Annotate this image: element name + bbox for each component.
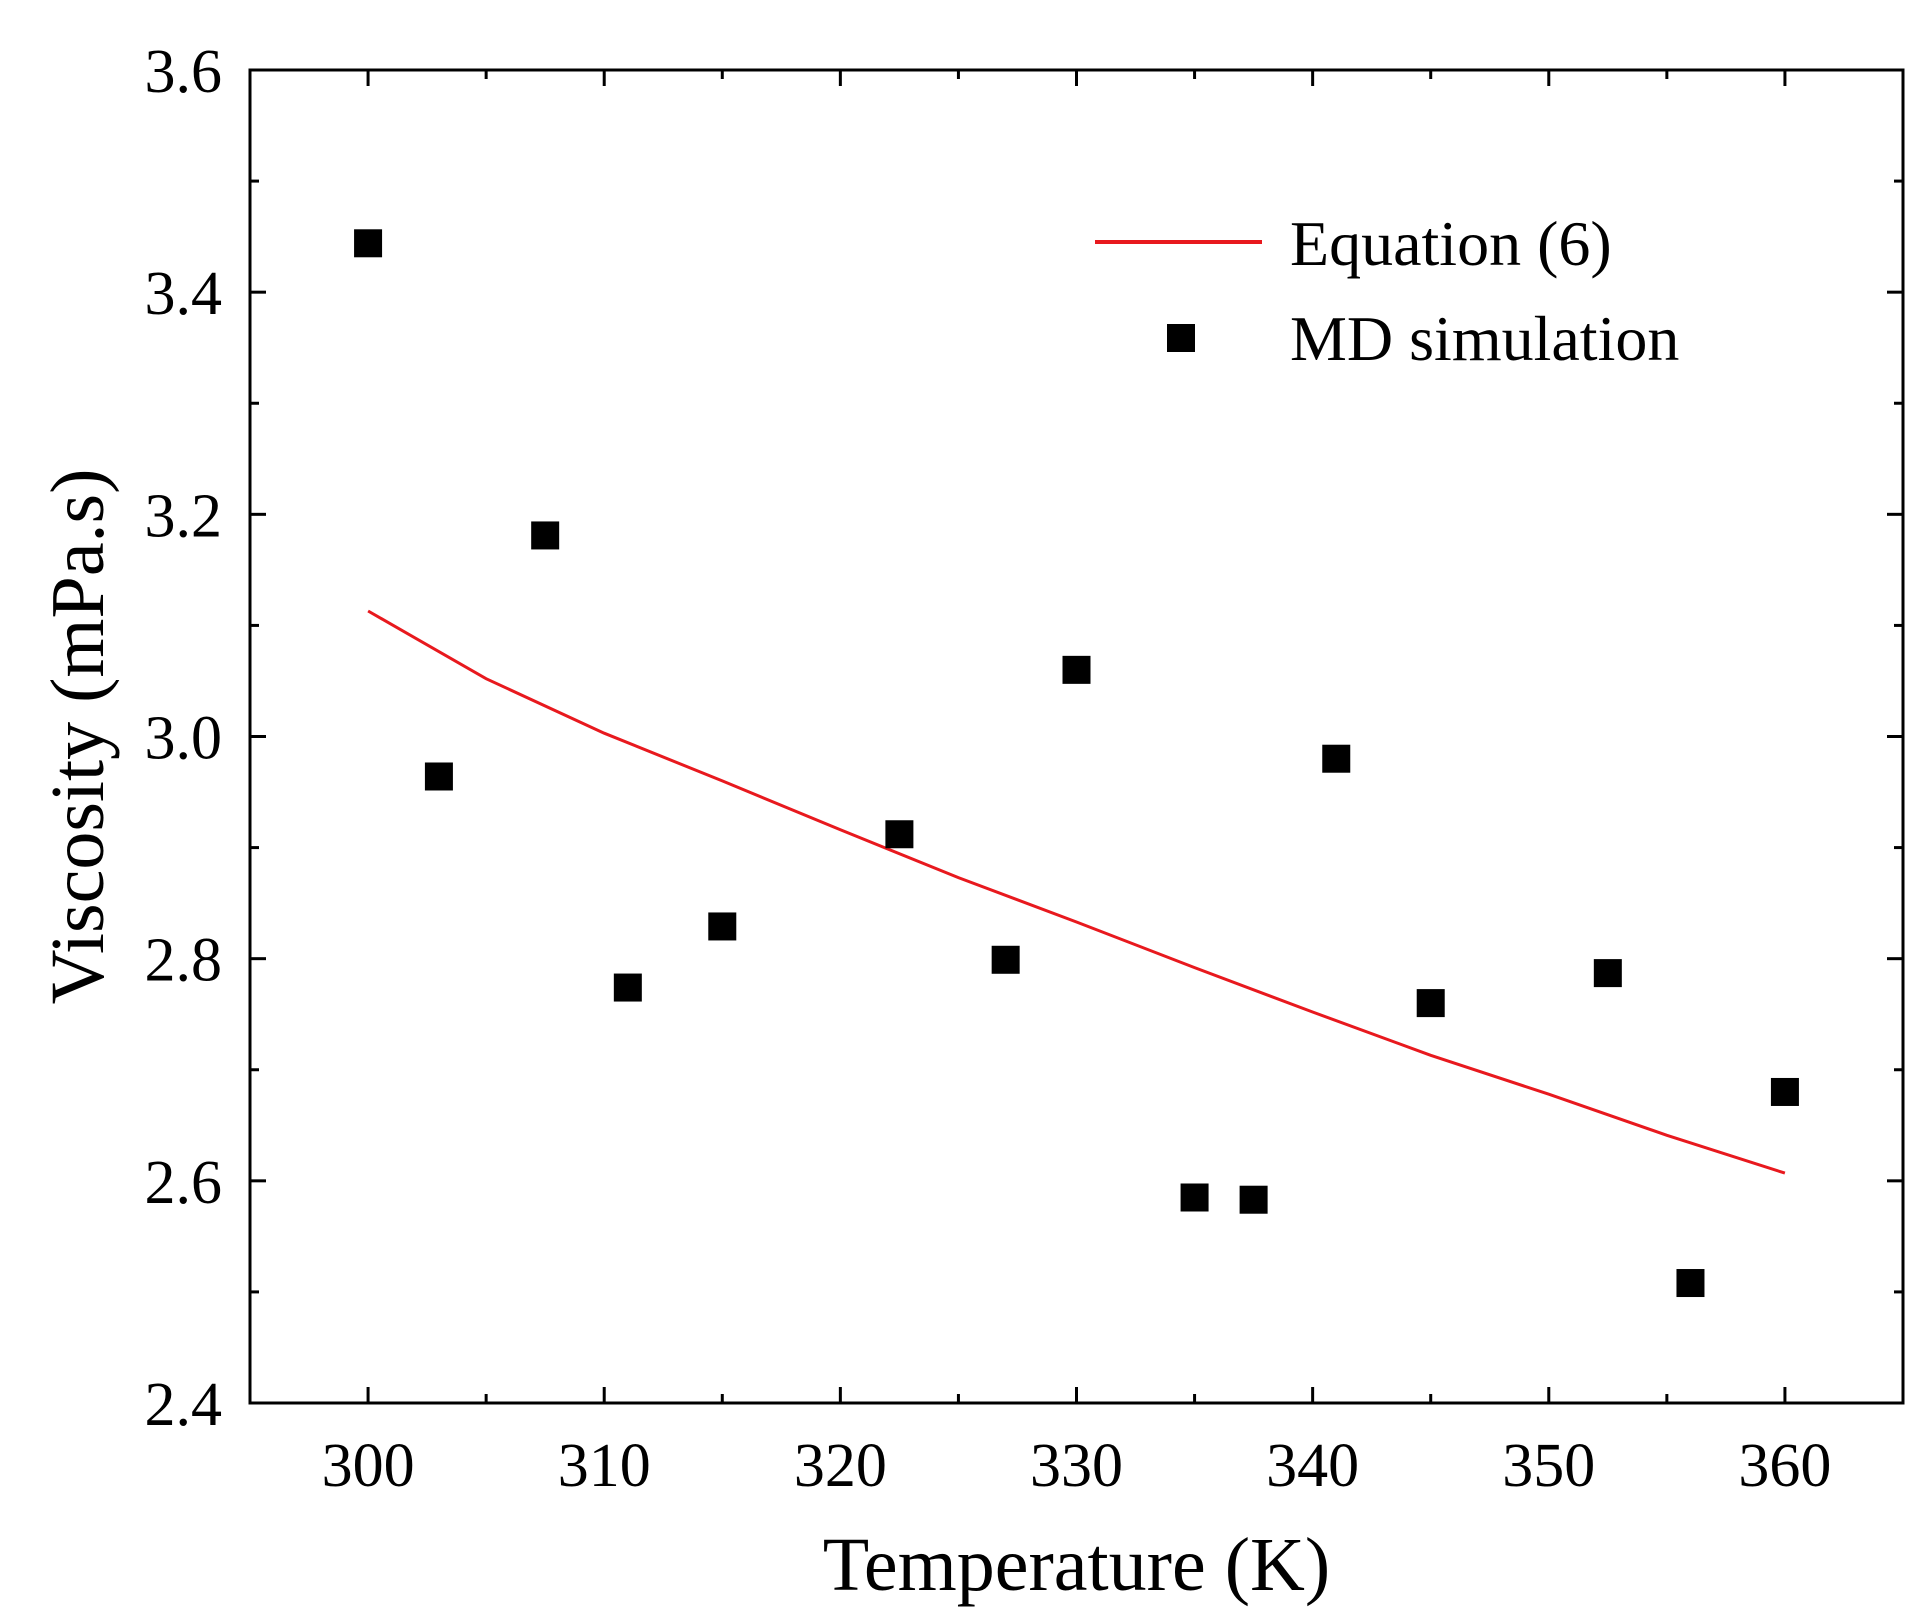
md-data-point bbox=[354, 229, 383, 258]
md-data-point bbox=[1770, 1077, 1799, 1106]
x-tick-label: 350 bbox=[1502, 1432, 1595, 1500]
x-tick-label: 310 bbox=[558, 1432, 651, 1500]
x-tick-label: 330 bbox=[1030, 1432, 1123, 1500]
legend-equation-label: Equation (6) bbox=[1290, 208, 1612, 279]
y-tick-label: 2.8 bbox=[145, 927, 223, 995]
y-tick-label: 2.6 bbox=[145, 1149, 223, 1217]
y-axis-ticks bbox=[250, 68, 1903, 1405]
x-axis-title: Temperature (K) bbox=[823, 1523, 1330, 1607]
legend-md-label: MD simulation bbox=[1290, 303, 1679, 374]
y-tick-label: 3.2 bbox=[145, 482, 223, 550]
md-data-point bbox=[1239, 1185, 1268, 1214]
y-axis-title: Viscosity (mPa.s) bbox=[36, 469, 120, 1005]
md-data-point bbox=[1676, 1269, 1705, 1298]
y-tick-label: 2.4 bbox=[145, 1371, 223, 1439]
y-tick-label: 3.6 bbox=[145, 38, 223, 106]
x-tick-label: 340 bbox=[1266, 1432, 1359, 1500]
y-tick-label: 3.4 bbox=[145, 260, 223, 328]
legend: Equation (6) MD simulation bbox=[1095, 208, 1679, 374]
plot-frame bbox=[248, 68, 1905, 1405]
series-line-equation bbox=[367, 609, 1786, 1175]
legend-md-swatch bbox=[1167, 324, 1195, 352]
x-tick-label: 360 bbox=[1738, 1432, 1831, 1500]
md-data-point bbox=[1322, 744, 1351, 773]
md-data-point bbox=[1416, 989, 1445, 1018]
md-data-point bbox=[991, 945, 1020, 974]
md-data-point bbox=[708, 912, 737, 941]
plot-series bbox=[354, 229, 1799, 1298]
md-data-point bbox=[613, 973, 642, 1002]
md-data-point bbox=[531, 521, 560, 550]
md-data-point bbox=[1180, 1183, 1209, 1212]
md-data-point bbox=[1062, 655, 1091, 684]
y-tick-label: 3.0 bbox=[145, 705, 223, 773]
x-axis-tick-labels: 300 310 320 330 340 350 360 bbox=[322, 1432, 1832, 1500]
md-data-point bbox=[885, 820, 914, 849]
x-tick-label: 320 bbox=[794, 1432, 887, 1500]
md-data-point bbox=[1593, 959, 1622, 988]
x-axis-ticks bbox=[248, 70, 1905, 1403]
x-tick-label: 300 bbox=[322, 1432, 415, 1500]
md-data-point bbox=[424, 762, 453, 791]
y-axis-tick-labels: 2.4 2.6 2.8 3.0 3.2 3.4 3.6 bbox=[145, 38, 223, 1439]
